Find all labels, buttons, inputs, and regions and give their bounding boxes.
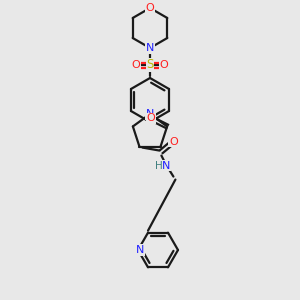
Text: O: O: [147, 113, 155, 123]
Text: H: H: [154, 160, 162, 171]
Text: O: O: [160, 60, 168, 70]
Text: N: N: [146, 43, 154, 53]
Text: O: O: [169, 136, 178, 147]
Text: N: N: [162, 160, 171, 171]
Text: O: O: [146, 3, 154, 13]
Text: O: O: [132, 60, 140, 70]
Text: S: S: [146, 58, 154, 71]
Text: N: N: [146, 109, 154, 119]
Text: N: N: [136, 245, 144, 255]
